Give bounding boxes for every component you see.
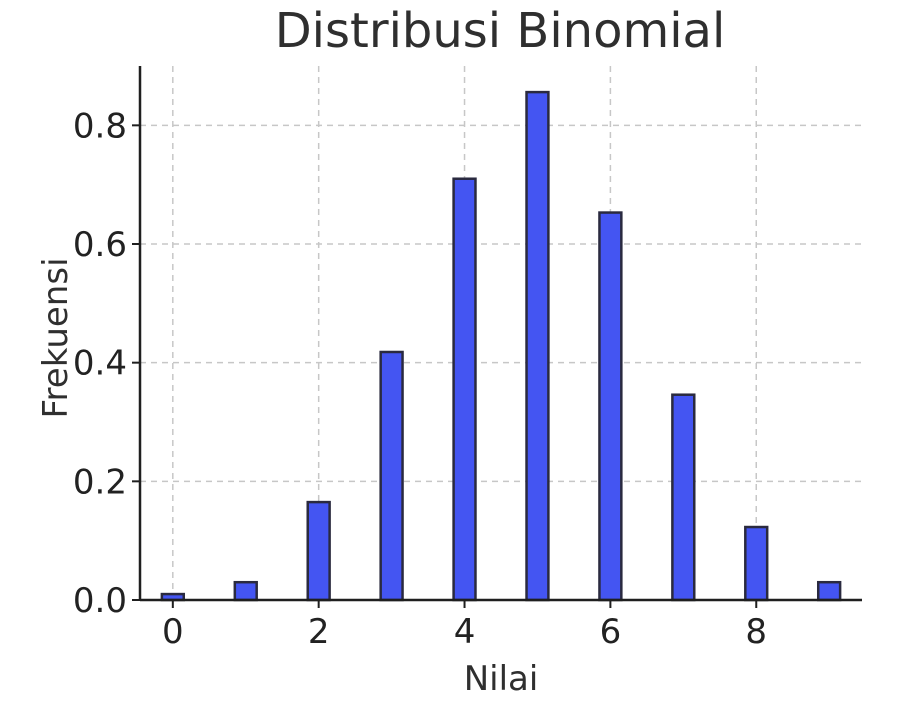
x-axis-label: Nilai (464, 659, 539, 699)
y-tick-label: 0.4 (73, 344, 127, 384)
y-axis-label: Frekuensi (36, 257, 76, 418)
x-tick-label: 2 (308, 612, 330, 652)
bar-7 (671, 393, 696, 602)
bar-8 (744, 525, 769, 602)
x-tick-label: 6 (600, 612, 622, 652)
chart-title: Distribusi Binomial (275, 3, 726, 59)
bar-5 (525, 90, 550, 602)
y-tick-label: 0.2 (73, 462, 127, 502)
bar-3 (379, 350, 404, 602)
y-tick-label: 0.6 (73, 225, 127, 265)
x-tick-label: 4 (454, 612, 476, 652)
x-tick-label: 8 (745, 612, 767, 652)
bar-9 (816, 580, 842, 602)
bar-4 (452, 177, 477, 602)
tick-labels: 0.0 0.2 0.4 0.6 0.8 0 2 4 6 8 (73, 106, 767, 652)
x-tick-label: 0 (162, 612, 184, 652)
y-tick-label: 0.0 (73, 581, 127, 621)
grid-lines (140, 66, 862, 600)
bar-1 (233, 580, 258, 602)
y-tick-label: 0.8 (73, 106, 127, 146)
bars (160, 90, 842, 602)
bar-2 (306, 500, 331, 602)
bar-6 (598, 211, 623, 602)
axes (132, 66, 862, 608)
